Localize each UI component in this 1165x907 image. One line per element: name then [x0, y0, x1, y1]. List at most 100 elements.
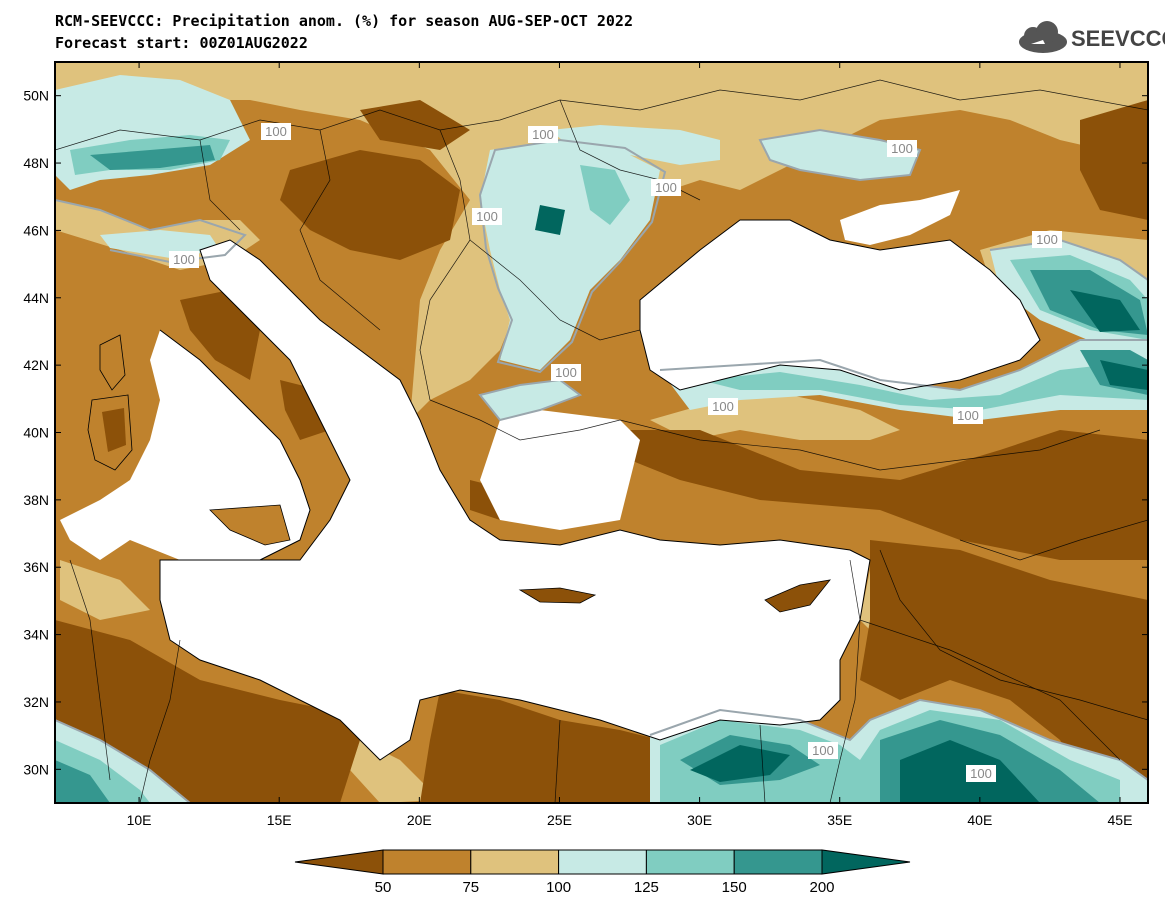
contour-100 — [649, 698, 1148, 781]
lon-tick-label: 20E — [407, 812, 432, 828]
colorbar-segment — [733, 849, 823, 875]
seevccc-logo: SEEVCCC — [1015, 20, 1165, 56]
lat-tick-label: 30N — [23, 761, 49, 777]
lon-tick-label: 25E — [547, 812, 572, 828]
anomaly-zone-above-200 — [1070, 290, 1140, 332]
island-sardinia-dry — [102, 408, 126, 452]
contour-100 — [55, 719, 191, 803]
anomaly-zone-below-50 — [860, 540, 1148, 803]
contour-label-bg — [261, 123, 291, 140]
lon-tick-label: 35E — [827, 812, 852, 828]
sea-mediterranean — [160, 240, 870, 760]
anomaly-zone-75-100 — [350, 740, 440, 803]
contour-label-bg — [887, 140, 917, 157]
contour-label-bg — [551, 364, 581, 381]
colorbar-label: 125 — [634, 879, 659, 896]
coastline-black-sea — [639, 219, 1041, 391]
lat-tick-label: 44N — [23, 290, 49, 306]
contour-labels: 100 100 100 100 100 100 100 100 100 100 100 100 — [169, 123, 1062, 782]
contour-label: 100 — [265, 124, 287, 139]
contour-100 — [989, 238, 1148, 281]
colorbar-label: 100 — [546, 879, 571, 896]
contour-label: 100 — [555, 365, 577, 380]
country-borders — [55, 79, 1148, 803]
contour-100 — [478, 138, 667, 374]
anomaly-zone-100-125 — [760, 130, 920, 180]
latitude-axis: 50N 48N 46N 44N 42N 40N 38N 36N 34N 32N 30N — [23, 88, 1148, 777]
colorbar-segment — [645, 849, 735, 875]
anomaly-zone-below-50 — [600, 430, 1148, 560]
island-corsica — [99, 334, 126, 391]
anomaly-zone-75-100 — [60, 560, 150, 620]
contour-label-bg — [472, 208, 502, 225]
contour-label: 100 — [712, 399, 734, 414]
contour-label: 100 — [655, 180, 677, 195]
anomaly-zone-below-50 — [55, 620, 360, 803]
anomaly-zone-below-50 — [280, 150, 460, 260]
contour-100 — [659, 339, 1148, 392]
lon-tick-label: 30E — [687, 812, 712, 828]
contour-label-bg — [708, 398, 738, 415]
contour-label: 100 — [532, 127, 554, 142]
lat-tick-label: 48N — [23, 155, 49, 171]
sea-azov — [840, 190, 960, 245]
anomaly-zone-150-200 — [90, 145, 215, 170]
map-field — [55, 62, 1148, 803]
colorbar-segment — [558, 849, 647, 875]
colorbar-segment — [470, 849, 560, 875]
colorbar-segment — [382, 849, 472, 875]
cloud-icon — [1019, 21, 1067, 53]
anomaly-zone-above-200 — [535, 205, 565, 235]
contour-label-bg — [651, 179, 681, 196]
colorbar-label: 200 — [809, 879, 834, 896]
forecast-start-label: Forecast start: 00Z01AUG2022 — [55, 34, 308, 52]
anomaly-zone-100-125 — [480, 380, 580, 420]
anomaly-zone-150-200 — [55, 760, 110, 803]
anomaly-zone-100-125 — [550, 125, 720, 165]
anomaly-zone-below-50 — [420, 690, 660, 803]
coastline-mediterranean — [159, 239, 871, 761]
contour-label: 100 — [812, 743, 834, 758]
lat-tick-label: 32N — [23, 694, 49, 710]
contour-100 — [478, 378, 583, 422]
island-sicily — [209, 504, 291, 546]
longitude-axis: 10E 15E 20E 25E 30E 35E 40E 45E — [127, 62, 1133, 828]
colorbar: 50 75 100 125 150 200 — [294, 849, 911, 896]
lat-tick-label: 36N — [23, 559, 49, 575]
colorbar-label: 50 — [375, 879, 392, 896]
lat-tick-label: 42N — [23, 357, 49, 373]
island-cyprus — [764, 579, 831, 613]
lat-tick-label: 34N — [23, 627, 49, 643]
contour-label-bg — [1032, 231, 1062, 248]
sea-black-sea — [640, 220, 1040, 390]
contour-label-bg — [966, 765, 996, 782]
contour-label: 100 — [476, 209, 498, 224]
lon-tick-label: 10E — [127, 812, 152, 828]
contour-label: 100 — [173, 252, 195, 267]
colorbar-label: 75 — [462, 879, 479, 896]
colorbar-segment-lt50 — [294, 849, 384, 875]
lat-tick-label: 46N — [23, 222, 49, 238]
contour-label-bg — [953, 407, 983, 424]
lon-tick-label: 15E — [267, 812, 292, 828]
contour-label: 100 — [970, 766, 992, 781]
anomaly-zone-125-150 — [580, 165, 630, 225]
anomaly-zone-above-200 — [690, 745, 790, 782]
contour-label-bg — [528, 126, 558, 143]
lon-tick-label: 40E — [967, 812, 992, 828]
coastline-italy — [159, 329, 311, 561]
anomaly-zone-above-200 — [1100, 360, 1148, 390]
logo-text: SEEVCCC — [1071, 26, 1165, 51]
lon-tick-label: 45E — [1108, 812, 1133, 828]
anomaly-zone-below-50 — [1080, 100, 1148, 220]
lat-tick-label: 50N — [23, 88, 49, 104]
contour-100 — [758, 128, 922, 182]
anomaly-zone-below-50 — [180, 290, 260, 380]
contour-label: 100 — [957, 408, 979, 423]
lat-tick-label: 38N — [23, 492, 49, 508]
contour-label: 100 — [1036, 232, 1058, 247]
contour-label-bg — [169, 251, 199, 268]
contour-label-bg — [808, 742, 838, 759]
chart-title: RCM-SEEVCCC: Precipitation anom. (%) for… — [55, 12, 633, 30]
